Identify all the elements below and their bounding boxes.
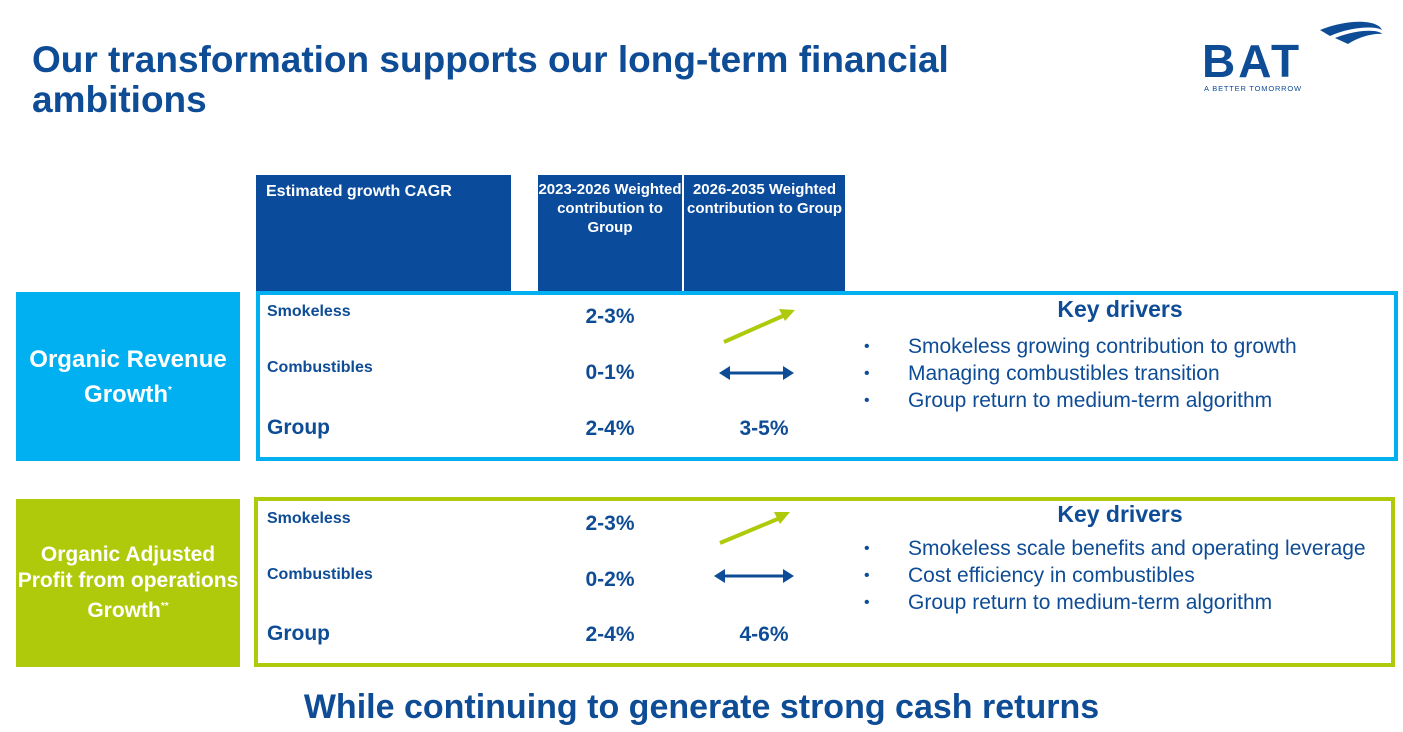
profit-footnote-mark: ** <box>160 601 169 612</box>
profit-group-value: 2-4% <box>585 623 635 646</box>
profit-driver-item: Smokeless scale benefits and operating l… <box>864 535 1384 562</box>
revenue-combustibles-value: 0-1% <box>585 361 635 384</box>
profit-combustibles-value: 0-2% <box>585 568 635 591</box>
revenue-group-value: 2-4% <box>585 417 635 440</box>
profit-smokeless-value: 2-3% <box>585 512 635 535</box>
header-period-2023-2026: 2023-2026 Weighted contribution to Group <box>538 175 682 292</box>
profit-driver-item: Cost efficiency in combustibles <box>864 562 1384 589</box>
profit-key-drivers-list: Smokeless scale benefits and operating l… <box>864 535 1384 616</box>
profit-label-text: Organic Adjusted Profit from operations … <box>17 543 239 622</box>
up-arrow-icon <box>719 512 790 545</box>
profit-frame <box>254 497 1395 667</box>
double-arrow-icon <box>714 569 794 583</box>
profit-label: Organic Adjusted Profit from operations … <box>16 499 240 667</box>
up-arrow-icon <box>723 309 795 344</box>
profit-row-combustibles-label: Combustibles <box>267 566 373 583</box>
logo-tagline: A BETTER TOMORROW <box>1204 84 1302 93</box>
profit-row-group-label: Group <box>267 622 330 645</box>
revenue-row-group-label: Group <box>267 416 330 439</box>
revenue-label-text: Organic Revenue Growth <box>29 345 227 408</box>
profit-group-value-2026-2035: 4-6% <box>739 623 789 646</box>
revenue-driver-item: Smokeless growing contribution to growth <box>864 333 1384 360</box>
revenue-row-smokeless-label: Smokeless <box>267 303 351 320</box>
revenue-smokeless-value: 2-3% <box>585 305 635 328</box>
profit-row-smokeless-label: Smokeless <box>267 510 351 527</box>
logo-wordmark: BAT <box>1202 35 1303 87</box>
footer-statement: While continuing to generate strong cash… <box>303 688 1100 726</box>
header-period-2026-2035: 2026-2035 Weighted contribution to Group <box>684 175 845 292</box>
revenue-label: Organic Revenue Growth* <box>16 292 240 461</box>
header-cagr: Estimated growth CAGR <box>256 175 511 292</box>
revenue-group-value-2026-2035: 3-5% <box>739 417 789 440</box>
revenue-row-combustibles-label: Combustibles <box>267 359 373 376</box>
revenue-driver-item: Managing combustibles transition <box>864 360 1384 387</box>
revenue-key-drivers-list: Smokeless growing contribution to growth… <box>864 333 1384 414</box>
revenue-frame <box>256 291 1398 461</box>
revenue-footnote-mark: * <box>168 384 172 396</box>
revenue-driver-item: Group return to medium-term algorithm <box>864 387 1384 414</box>
double-arrow-icon <box>719 366 794 380</box>
revenue-key-drivers-title: Key drivers <box>1057 296 1183 322</box>
page-title: Our transformation supports our long-ter… <box>32 39 949 120</box>
bat-logo-swoosh-icon <box>1320 21 1382 44</box>
profit-key-drivers-title: Key drivers <box>1057 501 1183 527</box>
profit-driver-item: Group return to medium-term algorithm <box>864 589 1384 616</box>
